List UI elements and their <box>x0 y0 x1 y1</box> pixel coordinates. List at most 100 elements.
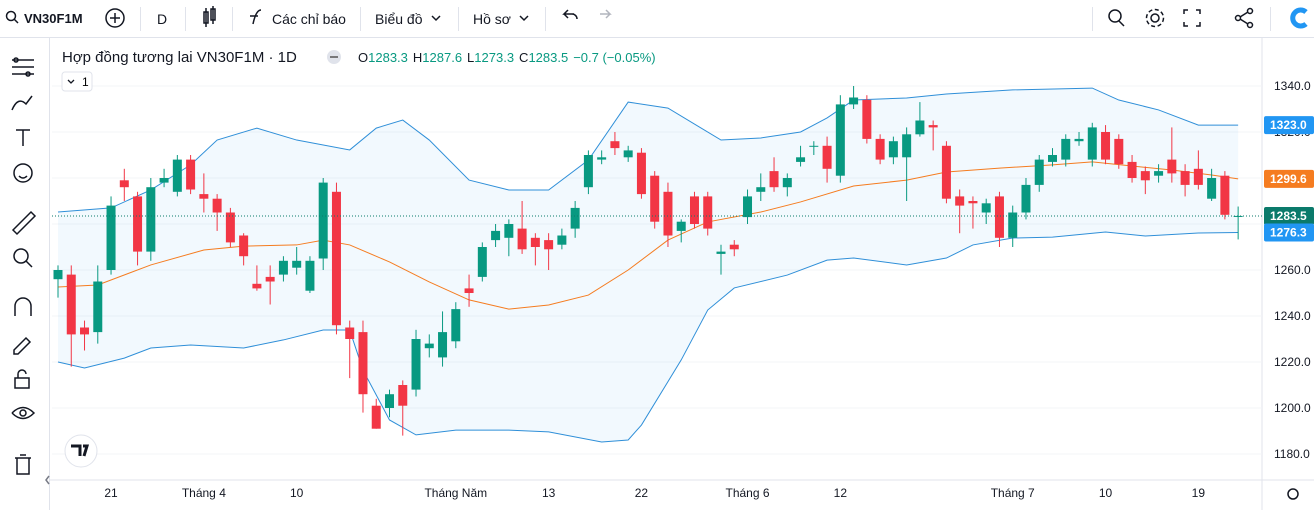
price-tag-label: 1323.0 <box>1270 118 1307 132</box>
x-tick-label: Tháng Năm <box>424 486 487 500</box>
candle-body <box>796 157 806 162</box>
candle-body <box>172 159 182 192</box>
search-icon[interactable] <box>5 10 17 22</box>
profile-menu[interactable]: Hồ sơ <box>473 11 511 27</box>
candle-body <box>225 212 235 243</box>
candle-body <box>146 187 156 252</box>
ohlc-letter: L <box>467 50 474 65</box>
candle-body <box>1193 168 1203 185</box>
candle-body <box>1167 159 1177 174</box>
candle-body <box>623 150 633 158</box>
candle-body <box>849 97 859 105</box>
divider <box>545 7 546 31</box>
chart-menu[interactable]: Biểu đồ <box>375 11 423 27</box>
ohlc-letter: O <box>358 50 368 65</box>
candle-body <box>650 175 660 222</box>
candle-body <box>1061 138 1071 160</box>
divider <box>1270 7 1271 31</box>
candle-body <box>544 240 554 250</box>
x-tick-label: 22 <box>635 486 649 500</box>
axis-settings[interactable] <box>1287 488 1299 500</box>
add-icon[interactable] <box>105 8 125 28</box>
candle-body <box>915 120 925 135</box>
candle-body <box>1140 171 1150 181</box>
legend-title: Hợp đồng tương lai VN30F1M · 1D <box>62 49 297 66</box>
ohlc-letter: C <box>519 50 528 65</box>
candle-body <box>769 171 779 188</box>
candle-body <box>385 394 394 409</box>
candle-body <box>451 309 461 342</box>
x-tick-label: 21 <box>104 486 118 500</box>
candle-body <box>358 332 368 395</box>
price-tag-label: 1299.6 <box>1270 172 1307 186</box>
fullscreen-icon[interactable] <box>1183 9 1201 27</box>
candle-body <box>411 339 421 390</box>
candle-body <box>928 125 938 128</box>
divider <box>232 7 233 31</box>
candle-body <box>729 244 739 250</box>
candle-body <box>252 283 262 289</box>
band-line <box>57 87 1239 213</box>
symbol[interactable]: VN30F1M <box>24 11 83 26</box>
candle-body <box>689 196 699 225</box>
candle-body <box>477 247 487 277</box>
candle-body <box>1154 171 1164 176</box>
replay-icon[interactable] <box>1108 9 1122 23</box>
fx-icon[interactable] <box>250 9 262 25</box>
y-tick-label: 1200.0 <box>1274 401 1311 415</box>
candle-body <box>119 180 129 188</box>
undo[interactable] <box>562 9 578 20</box>
y-tick-label: 1180.0 <box>1274 447 1310 461</box>
interval[interactable]: D <box>157 11 168 27</box>
candle-body <box>1114 138 1124 165</box>
left-toolbar <box>0 38 50 510</box>
divider <box>458 7 459 31</box>
candle-body <box>557 235 567 245</box>
redo[interactable] <box>600 9 612 19</box>
candle-body <box>1233 215 1243 217</box>
share-icon[interactable] <box>1234 14 1242 22</box>
candle-body <box>1034 159 1044 185</box>
price-tag-label: 1283.5 <box>1270 209 1307 223</box>
candle-body <box>610 141 620 149</box>
y-tick-label: 1240.0 <box>1274 309 1311 323</box>
candle-body <box>1008 212 1018 238</box>
candle-body <box>1074 138 1084 142</box>
price-tag <box>1264 206 1314 225</box>
candle-body <box>106 205 116 271</box>
candle-body <box>66 274 76 335</box>
candle-body <box>1207 178 1217 199</box>
candle-body <box>133 196 143 252</box>
candle-body <box>676 221 686 231</box>
y-tick-label: 1260.0 <box>1274 263 1311 277</box>
band-fill <box>58 88 1239 443</box>
divider <box>1092 7 1093 31</box>
divider <box>360 7 361 31</box>
candle-body <box>80 327 90 335</box>
candle-body <box>53 270 63 280</box>
x-tick-label: Tháng 7 <box>991 486 1035 500</box>
candle-body <box>265 276 275 282</box>
candle-body <box>1087 127 1097 160</box>
y-tick-label: 1340.0 <box>1274 79 1311 93</box>
ohlc-letter: H <box>413 50 422 65</box>
indicators[interactable]: Các chỉ báo <box>272 11 346 27</box>
x-tick-label: 12 <box>834 486 848 500</box>
candle-body <box>424 343 434 349</box>
divider <box>185 7 186 31</box>
candle-body <box>902 134 912 158</box>
left-icons <box>11 57 50 485</box>
logo <box>1290 7 1308 29</box>
candle-body <box>981 203 991 213</box>
candle-body <box>305 260 315 291</box>
candle-body <box>716 251 726 254</box>
settings-icon[interactable] <box>1150 13 1160 23</box>
candle-body <box>93 281 103 333</box>
ohlc-change: −0.7 (−0.05%) <box>573 50 655 65</box>
x-tick-label: 10 <box>290 486 304 500</box>
divider <box>140 7 141 31</box>
pane-toggle[interactable] <box>61 71 93 92</box>
candle-body <box>186 159 196 190</box>
